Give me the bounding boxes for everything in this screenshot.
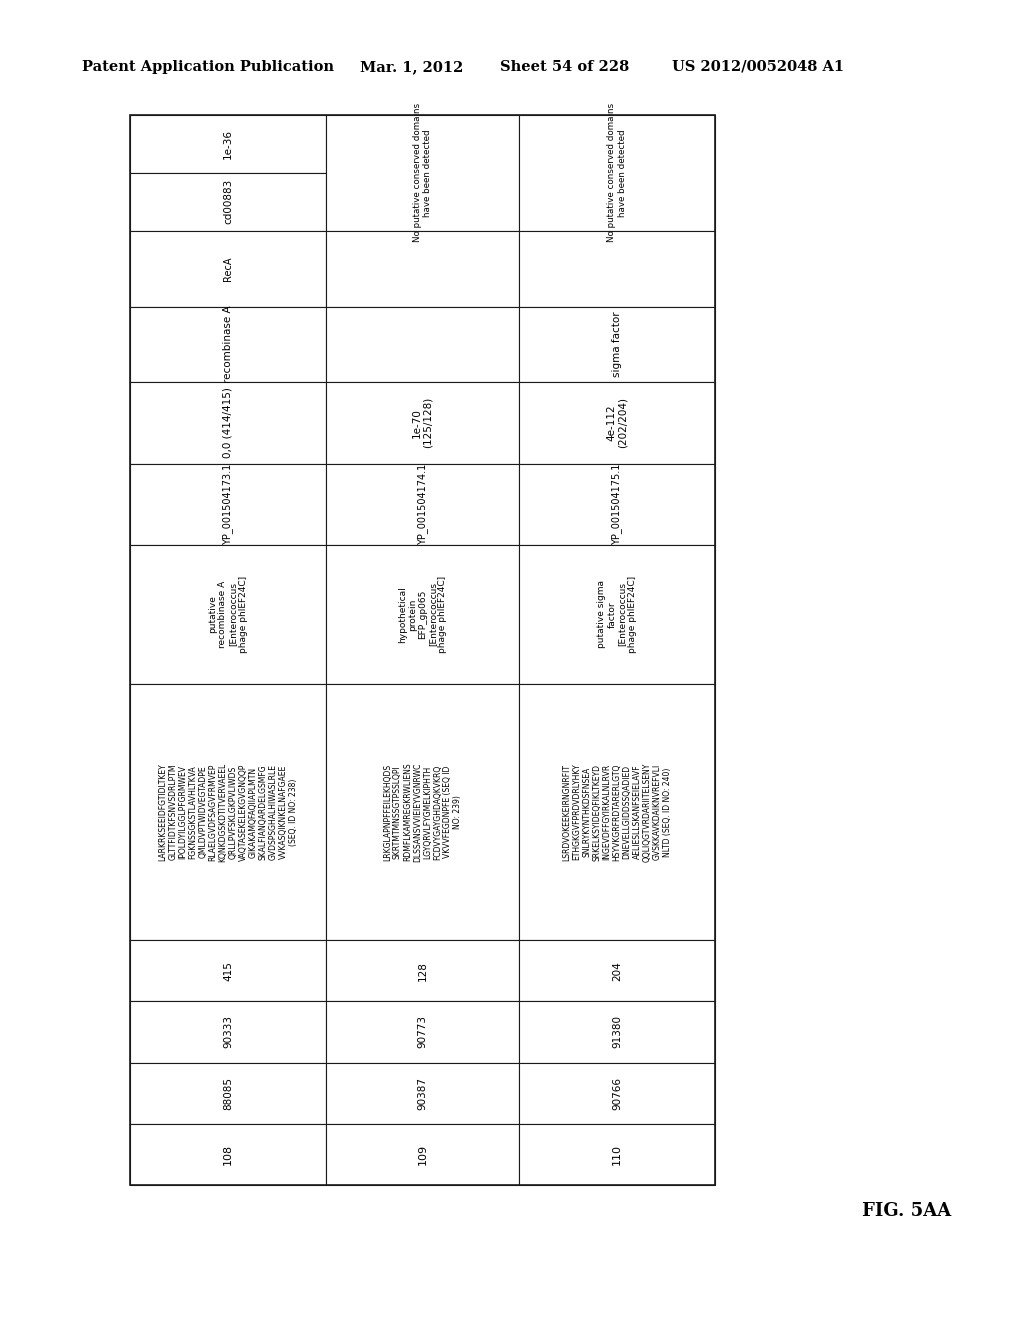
Bar <box>130 684 326 940</box>
Bar <box>130 115 326 173</box>
Text: LARKRKSEEIDFGTIDLTKEY
GLTTFIDTKFSNVSDRLPTM
IPOLDYILGGLPFGRMWEV
FGKNSSGKSTLAVHLTK: LARKRKSEEIDFGTIDLTKEY GLTTFIDTKFSNVSDRLP… <box>158 763 298 862</box>
Bar <box>519 545 715 684</box>
Bar <box>519 1002 715 1063</box>
Text: recombinase A: recombinase A <box>223 305 233 383</box>
Text: RecA: RecA <box>223 256 233 281</box>
Bar <box>326 1123 519 1185</box>
Text: 4e-112
(202/204): 4e-112 (202/204) <box>606 397 628 449</box>
Text: 90387: 90387 <box>418 1077 427 1110</box>
Bar <box>326 463 519 545</box>
Bar <box>326 1063 519 1123</box>
Text: putative sigma
factor
[Enterococcus
phage phIEF24C]: putative sigma factor [Enterococcus phag… <box>597 576 637 653</box>
Bar <box>130 463 326 545</box>
Bar <box>326 684 519 940</box>
Text: YP_001504173.1: YP_001504173.1 <box>222 463 233 545</box>
Bar <box>519 1063 715 1123</box>
Bar <box>519 940 715 1002</box>
Text: 110: 110 <box>612 1144 622 1164</box>
Bar <box>519 463 715 545</box>
Bar <box>130 306 326 383</box>
Bar <box>130 1002 326 1063</box>
Bar <box>519 383 715 463</box>
Text: US 2012/0052048 A1: US 2012/0052048 A1 <box>672 59 844 74</box>
Bar <box>130 1063 326 1123</box>
Bar <box>519 115 715 231</box>
Text: 88085: 88085 <box>223 1077 233 1110</box>
Text: 0,0 (414/415): 0,0 (414/415) <box>223 388 233 458</box>
Text: Mar. 1, 2012: Mar. 1, 2012 <box>360 59 464 74</box>
Text: Sheet 54 of 228: Sheet 54 of 228 <box>500 59 630 74</box>
Text: LRKGLAPNPFFEILEKHQDS
SKRTMTMNSSGTPSSLQPI
RDMFLKAMREGKRWLIENS
DLSSANSVVIEIEYVGNRW: LRKGLAPNPFFEILEKHQDS SKRTMTMNSSGTPSSLQPI… <box>383 763 462 862</box>
Bar <box>326 545 519 684</box>
Bar <box>130 115 715 1185</box>
Bar <box>130 1123 326 1185</box>
Bar <box>326 231 519 306</box>
Bar <box>519 231 715 306</box>
Text: 204: 204 <box>612 961 622 981</box>
Bar <box>519 684 715 940</box>
Text: 91380: 91380 <box>612 1015 622 1048</box>
Bar <box>519 306 715 383</box>
Text: hypothetical
protein
EFP_gp065
[Enterococcus
phage phIEF24C]: hypothetical protein EFP_gp065 [Enteroco… <box>398 576 447 653</box>
Text: 1e-36: 1e-36 <box>223 129 233 158</box>
Bar <box>130 940 326 1002</box>
Bar <box>326 940 519 1002</box>
Text: LSRDVOKEEKEIRNGNRFIT
ETHGKGVFPRDVDRLYHKY
SNLRYKYNTHKDSFNSEA
SRKELKSYIDEQFIKLTKEY: LSRDVOKEEKEIRNGNRFIT ETHGKGVFPRDVDRLYHKY… <box>562 763 672 862</box>
Text: putative
recombinase A
[Enterococcus
phage phIEF24C]: putative recombinase A [Enterococcus pha… <box>209 576 248 653</box>
Text: Patent Application Publication: Patent Application Publication <box>82 59 334 74</box>
Text: 128: 128 <box>418 961 427 981</box>
Text: 90766: 90766 <box>612 1077 622 1110</box>
Text: FIG. 5AA: FIG. 5AA <box>862 1203 951 1220</box>
Text: 90333: 90333 <box>223 1015 233 1048</box>
Bar <box>326 115 519 231</box>
Bar <box>130 231 326 306</box>
Bar <box>326 306 519 383</box>
Bar <box>130 173 326 231</box>
Text: 415: 415 <box>223 961 233 981</box>
Text: YP_001504174.1: YP_001504174.1 <box>417 463 428 545</box>
Text: 90773: 90773 <box>418 1015 427 1048</box>
Text: sigma factor: sigma factor <box>612 312 622 378</box>
Bar <box>130 383 326 463</box>
Text: cd00883: cd00883 <box>223 180 233 224</box>
Text: 1e-70
(125/128): 1e-70 (125/128) <box>412 397 433 449</box>
Text: No putative conserved domains
have been detected: No putative conserved domains have been … <box>413 103 432 243</box>
Text: No putative conserved domains
have been detected: No putative conserved domains have been … <box>607 103 627 243</box>
Bar <box>519 1123 715 1185</box>
Bar <box>326 383 519 463</box>
Text: 108: 108 <box>223 1144 233 1166</box>
Text: YP_001504175.1: YP_001504175.1 <box>611 463 623 545</box>
Text: 109: 109 <box>418 1144 427 1166</box>
Bar <box>130 545 326 684</box>
Bar <box>326 1002 519 1063</box>
